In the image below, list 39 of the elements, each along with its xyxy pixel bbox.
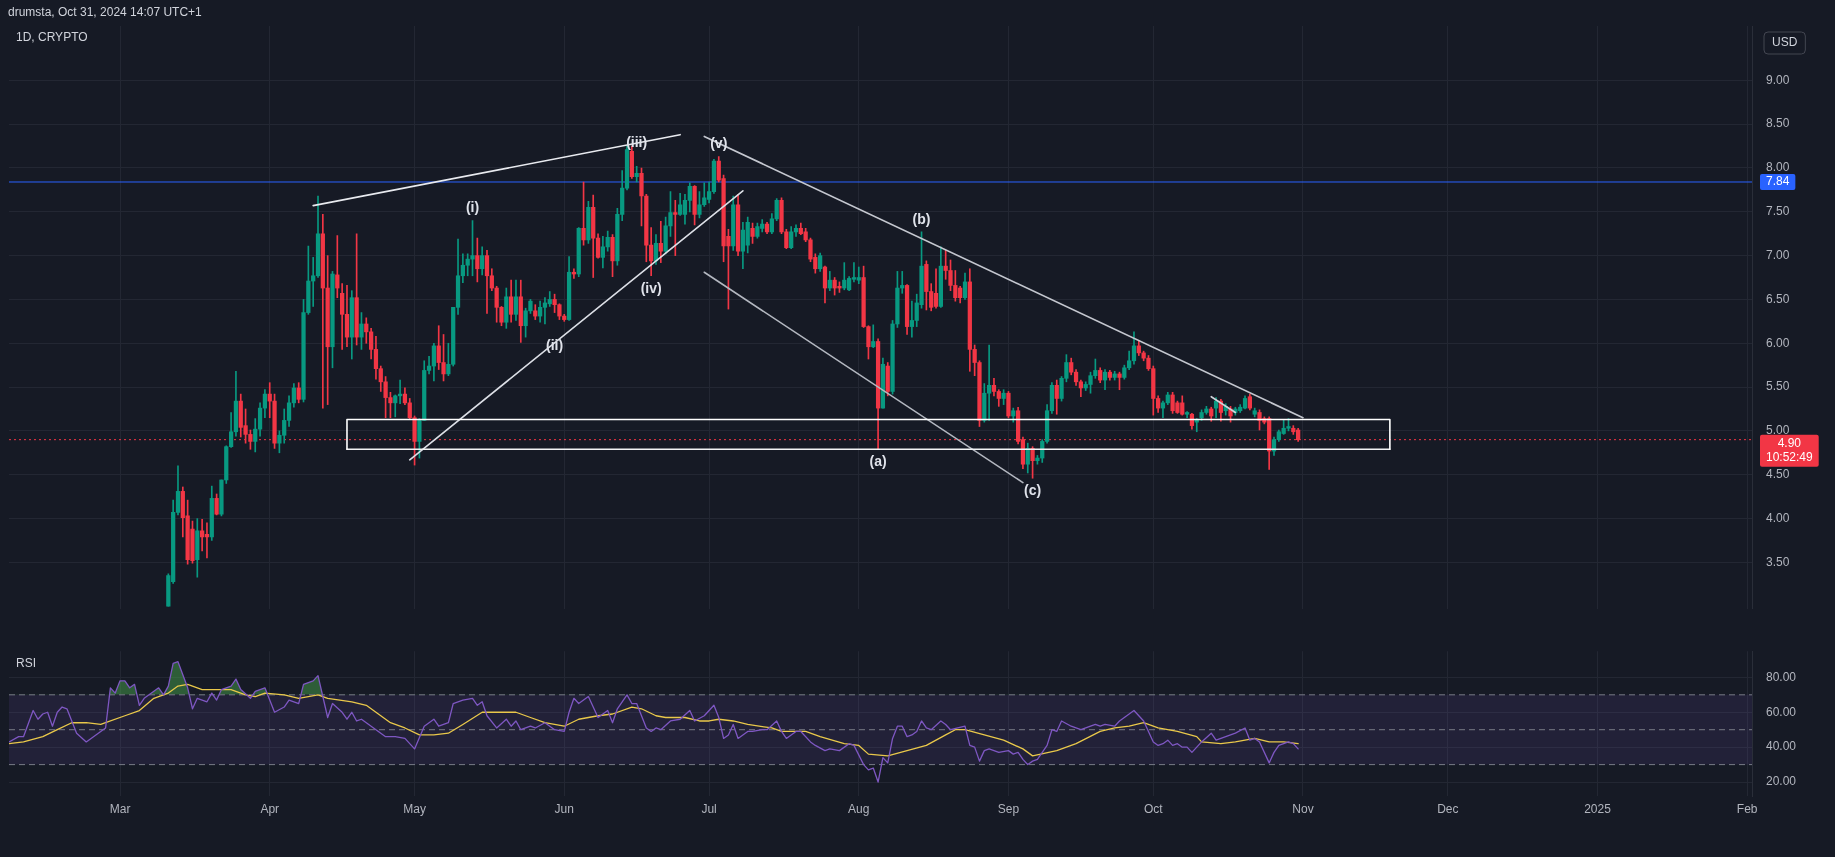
ref-line-label: 4.90 10:52:49 bbox=[1766, 435, 1814, 464]
y-axis-title: USD bbox=[1772, 35, 1798, 50]
text: drumsta, Oct 31, 2024 14:07 UTC+1 bbox=[8, 5, 203, 20]
chart-title: 1D, CRYPTO bbox=[16, 30, 88, 45]
annotation: (iv) bbox=[640, 279, 662, 296]
x-tick-label: Dec bbox=[1437, 801, 1459, 816]
y-tick-label: 60.00 bbox=[1766, 704, 1797, 719]
y-tick-label: 4.00 bbox=[1766, 510, 1790, 525]
x-tick-label: Jun bbox=[554, 801, 574, 816]
annotation: (i) bbox=[465, 199, 480, 216]
y-tick-label: 7.00 bbox=[1766, 247, 1790, 262]
y-tick-label: 40.00 bbox=[1766, 739, 1797, 754]
x-tick-label: 2025 bbox=[1584, 801, 1612, 816]
ref-line-label: 7.84 bbox=[1766, 174, 1790, 189]
x-tick-label: Jul bbox=[701, 801, 717, 816]
y-tick-label: 6.00 bbox=[1766, 335, 1790, 350]
y-tick-label: 8.00 bbox=[1766, 160, 1790, 175]
x-tick-label: Mar bbox=[109, 801, 131, 816]
x-tick-label: Aug bbox=[848, 801, 870, 816]
y-tick-label: 3.50 bbox=[1766, 554, 1790, 569]
y-tick-label: 6.50 bbox=[1766, 291, 1790, 306]
x-tick-label: Apr bbox=[260, 801, 280, 816]
x-tick-label: Sep bbox=[997, 801, 1020, 816]
y-tick-label: 7.50 bbox=[1766, 204, 1790, 219]
x-tick-label: Oct bbox=[1143, 801, 1164, 816]
y-tick-label: 9.00 bbox=[1766, 72, 1790, 87]
annotation: (a) bbox=[869, 453, 887, 470]
chart-title: RSI bbox=[16, 655, 37, 670]
y-tick-label: 4.50 bbox=[1766, 467, 1790, 482]
annotation: (c) bbox=[1024, 482, 1042, 499]
y-tick-label: 5.50 bbox=[1766, 379, 1790, 394]
y-tick-label: 20.00 bbox=[1766, 774, 1797, 789]
x-tick-label: Feb bbox=[1736, 801, 1758, 816]
x-tick-label: May bbox=[403, 801, 426, 816]
x-tick-label: Nov bbox=[1292, 801, 1314, 816]
y-tick-label: 8.50 bbox=[1766, 116, 1790, 131]
y-tick-label: 80.00 bbox=[1766, 669, 1797, 684]
y-tick-label: 5.00 bbox=[1766, 423, 1790, 438]
annotation: (b) bbox=[912, 210, 931, 227]
